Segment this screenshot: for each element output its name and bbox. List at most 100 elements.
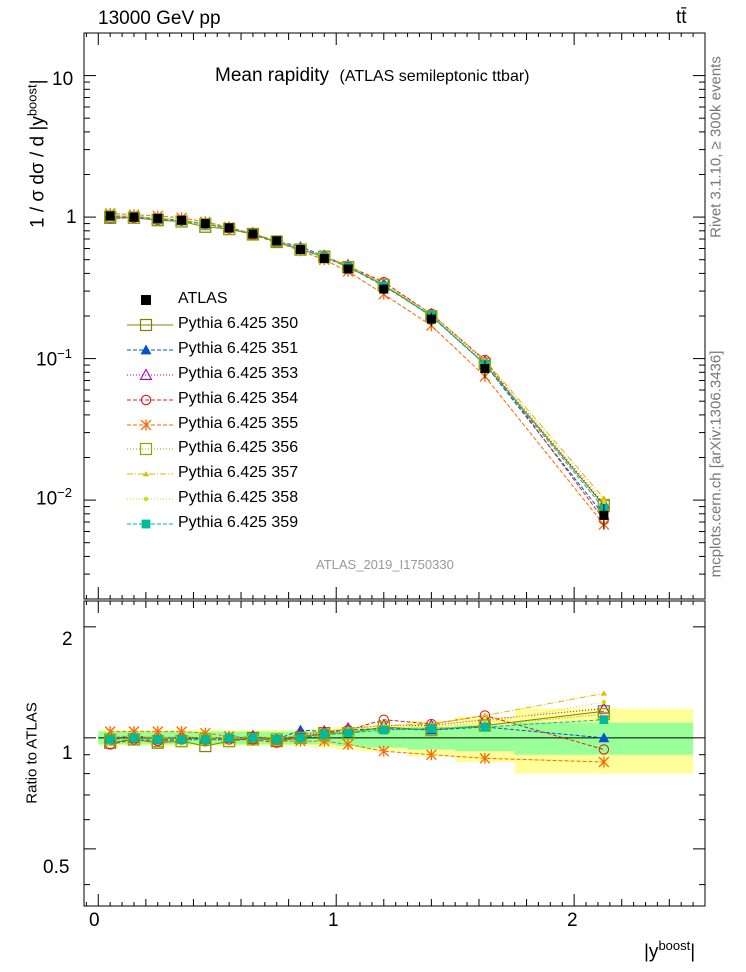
xlabel-end: | xyxy=(690,941,696,963)
legend-marker-shape xyxy=(140,394,152,406)
legend-label: Pythia 6.425 350 xyxy=(178,315,299,332)
legend-label: Pythia 6.425 358 xyxy=(178,489,299,506)
series-point-main-shape xyxy=(294,243,307,256)
series-point-ratio xyxy=(153,735,163,744)
legend-marker xyxy=(127,496,173,502)
series-point-ratio xyxy=(199,733,212,746)
series-point-ratio-shape xyxy=(224,733,234,743)
series-point-ratio xyxy=(177,735,186,744)
legend-label: Pythia 6.425 355 xyxy=(178,415,299,432)
process-label: tt̄ xyxy=(676,7,687,28)
series-point-main-shape xyxy=(246,228,260,241)
series-point-main xyxy=(600,495,608,501)
main-ylabel-text: 1 / σ dσ / d |y xyxy=(27,116,49,228)
series-point-main xyxy=(104,210,117,223)
series-point-main xyxy=(127,211,141,224)
series-point-ratio-shape xyxy=(480,722,490,732)
data-point xyxy=(379,284,389,294)
xtick-label-2: 2 xyxy=(567,910,578,931)
xlabel: |yboost| xyxy=(644,938,695,963)
legend-label: Pythia 6.425 356 xyxy=(178,439,299,456)
legend-marker xyxy=(127,471,173,477)
series-line-ratio xyxy=(110,714,605,750)
data-point xyxy=(599,510,609,520)
series-point-ratio xyxy=(342,738,354,750)
legend-entry-351: Pythia 6.425 351 xyxy=(125,338,365,362)
legend-marker-shape-shape xyxy=(143,496,149,502)
series-point-ratio-shape xyxy=(272,735,282,744)
series-point-ratio-shape xyxy=(270,733,283,746)
main-ylabel-end: | xyxy=(27,79,49,85)
series-point-ratio xyxy=(248,733,258,743)
series-point-ratio-shape xyxy=(177,735,186,744)
series-point-ratio xyxy=(200,735,210,744)
series-line-ratio xyxy=(110,719,604,741)
series-point-main xyxy=(601,499,607,504)
rivet-label: Rivet 3.1.10, ≥ 300k events xyxy=(707,56,725,238)
legend-marker xyxy=(127,344,173,355)
legend-marker-shape xyxy=(139,442,153,456)
ytick-base: 10 xyxy=(36,349,58,371)
series-point-ratio xyxy=(480,722,490,732)
series-point-ratio-shape xyxy=(294,731,307,744)
data-point xyxy=(426,314,436,324)
series-point-ratio-shape xyxy=(598,756,610,768)
series-point-ratio xyxy=(378,745,390,757)
legend-entry-atlas: ATLAS xyxy=(125,288,365,312)
series-point-ratio-shape xyxy=(200,735,210,744)
series-point-main xyxy=(294,243,307,256)
xlabel-sup: boost xyxy=(658,938,691,953)
series-line-ratio xyxy=(110,731,604,763)
series-point-ratio xyxy=(319,730,329,740)
series-point-ratio-shape xyxy=(129,733,139,743)
legend-entry-359: Pythia 6.425 359 xyxy=(125,512,365,536)
series-point-ratio-shape xyxy=(599,715,609,725)
ratio-ylabel: Ratio to ATLAS xyxy=(23,702,41,804)
legend-marker-shape xyxy=(139,368,153,380)
legend-marker xyxy=(127,442,173,456)
legend-marker-shape xyxy=(143,496,149,502)
legend-label: Pythia 6.425 357 xyxy=(178,464,299,481)
analysis-id: ATLAS_2019_I1750330 xyxy=(316,557,454,572)
series-point-ratio-shape xyxy=(481,712,489,718)
data-point xyxy=(200,219,210,229)
series-point-main xyxy=(270,235,283,248)
series-point-ratio xyxy=(129,733,139,743)
series-point-ratio xyxy=(481,712,489,718)
data-point xyxy=(105,211,115,221)
legend-label: Pythia 6.425 353 xyxy=(178,365,299,382)
legend-marker-shape-shape xyxy=(140,419,152,431)
legend-marker xyxy=(127,519,173,529)
data-point xyxy=(129,212,139,222)
series-point-ratio-shape xyxy=(248,733,258,743)
series-point-ratio xyxy=(270,733,283,746)
series-point-ratio xyxy=(343,728,353,738)
ytick-label-1e-2: 10−2 xyxy=(36,485,72,510)
ytick-label-1e-1: 10−1 xyxy=(36,346,72,371)
data-point xyxy=(153,213,163,223)
series-point-ratio xyxy=(105,735,115,744)
legend-entry-355: Pythia 6.425 355 xyxy=(125,413,365,437)
ratio-ytick-label-2: 2 xyxy=(62,629,73,650)
legend-marker xyxy=(127,368,173,380)
legend-label: ATLAS xyxy=(178,290,228,307)
legend-marker-atlas xyxy=(141,295,151,305)
series-point-ratio xyxy=(224,733,234,743)
series-point-ratio-shape xyxy=(426,724,436,733)
legend-entry-353: Pythia 6.425 353 xyxy=(125,363,365,387)
main-ylabel-sup: boost xyxy=(24,84,40,117)
series-point-ratio xyxy=(425,749,437,761)
legend-label: Pythia 6.425 359 xyxy=(178,514,299,531)
series-point-main-shape xyxy=(601,499,607,504)
series-point-ratio-shape xyxy=(342,738,354,750)
series-point-ratio xyxy=(426,724,436,733)
series-point-ratio-shape xyxy=(296,733,305,743)
series-point-ratio xyxy=(601,699,607,705)
energy-label: 13000 GeV pp xyxy=(98,8,221,29)
series-point-ratio xyxy=(379,725,389,735)
series-point-ratio-shape xyxy=(343,728,353,738)
legend-marker-shape-shape xyxy=(139,368,153,380)
series-point-main-shape xyxy=(104,210,117,223)
data-point xyxy=(343,264,353,274)
